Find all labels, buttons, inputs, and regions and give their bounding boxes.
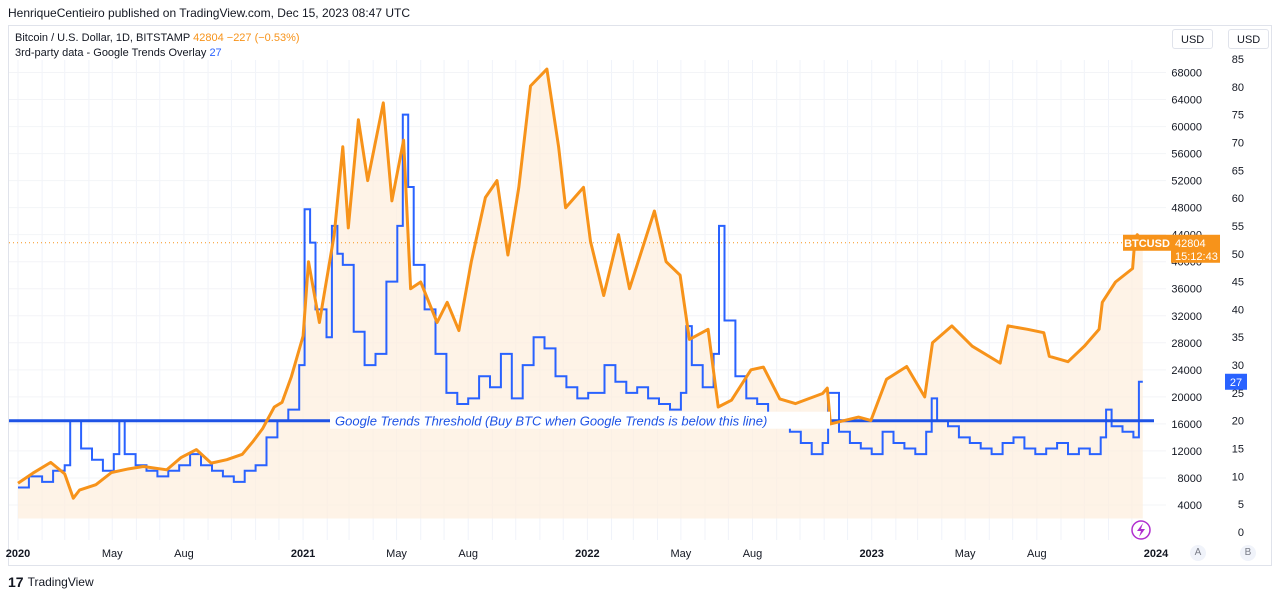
trends-tick-label: 35 xyxy=(1232,332,1244,344)
trends-tag-bg xyxy=(1225,373,1247,390)
price-tick-label: 52000 xyxy=(1171,176,1202,188)
price-tick-label: 28000 xyxy=(1171,338,1202,350)
legend-overlay-value: 27 xyxy=(209,47,222,59)
legend-main-series[interactable]: Bitcoin / U.S. Dollar, 1D, BITSTAMP 4280… xyxy=(15,31,300,46)
trends-tick-label: 60 xyxy=(1232,193,1244,205)
price-tag-price: 42804 xyxy=(1175,238,1206,250)
price-tick-label: 20000 xyxy=(1171,392,1202,404)
x-tick-label: Aug xyxy=(743,548,763,560)
price-tick-label: 64000 xyxy=(1171,95,1202,107)
auto-scale-button[interactable]: A xyxy=(1190,545,1206,561)
price-tick-label: 32000 xyxy=(1171,311,1202,323)
threshold-annotation: Google Trends Threshold (Buy BTC when Go… xyxy=(335,414,767,429)
trends-tick-label: 75 xyxy=(1232,110,1244,122)
trends-tick-label: 15 xyxy=(1232,444,1244,456)
price-tag-value-bg xyxy=(1171,234,1220,263)
legend-change: −227 (−0.53%) xyxy=(226,32,300,44)
legend-overlay-series[interactable]: 3rd-party data - Google Trends Overlay 2… xyxy=(15,46,300,61)
trends-tick-label: 65 xyxy=(1232,165,1244,177)
google-trends-line xyxy=(18,113,1143,489)
price-tick-label: 16000 xyxy=(1171,419,1202,431)
trends-tick-label: 5 xyxy=(1238,499,1244,511)
btc-price-line xyxy=(17,67,1145,500)
btc-price-tag: BTCUSD 42804 15:12:43 xyxy=(1123,234,1220,263)
price-tag-symbol-bg xyxy=(1123,234,1171,251)
trends-tick-label: 50 xyxy=(1232,249,1244,261)
price-tick-label: 36000 xyxy=(1171,284,1202,296)
footer-brand[interactable]: 17 TradingView xyxy=(8,574,94,590)
trends-tick-label: 55 xyxy=(1232,221,1244,233)
tradingview-logo-icon: 17 xyxy=(8,574,24,590)
x-tick-label: May xyxy=(102,548,123,560)
trends-value-tag: 27 xyxy=(1225,373,1247,390)
chart-legend: Bitcoin / U.S. Dollar, 1D, BITSTAMP 4280… xyxy=(15,31,300,61)
price-tick-label: 48000 xyxy=(1171,203,1202,215)
published-header: HenriqueCentieiro published on TradingVi… xyxy=(8,6,411,20)
x-tick-label: 2024 xyxy=(1144,548,1169,560)
legend-symbol: Bitcoin / U.S. Dollar, 1D, BITSTAMP xyxy=(15,32,191,44)
legend-price: 42804 xyxy=(193,32,224,44)
trends-tick-label: 0 xyxy=(1238,527,1244,539)
chart-frame[interactable] xyxy=(8,25,1272,566)
price-tick-label: 12000 xyxy=(1171,446,1202,458)
x-tick-label: May xyxy=(670,548,691,560)
currency-unit-button-right[interactable]: USD xyxy=(1228,29,1270,49)
price-tag-symbol: BTCUSD xyxy=(1124,238,1170,250)
currency-unit-button-left[interactable]: USD xyxy=(1172,29,1214,49)
trends-tick-label: 45 xyxy=(1232,277,1244,289)
price-tick-label: 8000 xyxy=(1178,473,1202,485)
x-tick-label: 2021 xyxy=(291,548,315,560)
x-tick-label: 2023 xyxy=(859,548,883,560)
price-tick-label: 24000 xyxy=(1171,365,1202,377)
price-tick-label: 4000 xyxy=(1178,500,1202,512)
trends-tick-label: 80 xyxy=(1232,82,1244,94)
trends-tick-label: 20 xyxy=(1232,416,1244,428)
x-tick-label: 2020 xyxy=(6,548,30,560)
log-scale-button[interactable]: B xyxy=(1240,545,1256,561)
trends-tick-label: 10 xyxy=(1232,471,1244,483)
trends-tick-label: 40 xyxy=(1232,304,1244,316)
x-tick-label: Aug xyxy=(458,548,478,560)
trends-tick-label: 70 xyxy=(1232,137,1244,149)
x-tick-label: May xyxy=(386,548,407,560)
lightning-icon[interactable] xyxy=(1131,520,1151,540)
price-tick-label: 56000 xyxy=(1171,149,1202,161)
price-tag-countdown: 15:12:43 xyxy=(1175,251,1218,263)
trends-tag-value: 27 xyxy=(1230,377,1242,389)
legend-overlay-name: 3rd-party data - Google Trends Overlay xyxy=(15,47,207,59)
x-tick-label: May xyxy=(955,548,976,560)
x-tick-label: Aug xyxy=(174,548,194,560)
trends-tick-label: 30 xyxy=(1232,360,1244,372)
price-tick-label: 60000 xyxy=(1171,122,1202,134)
trends-tick-label: 25 xyxy=(1232,388,1244,400)
trends-tick-label: 85 xyxy=(1232,54,1244,66)
x-tick-label: Aug xyxy=(1027,548,1047,560)
annotation-bg xyxy=(330,411,830,429)
x-tick-label: 2022 xyxy=(575,548,599,560)
price-tick-label: 68000 xyxy=(1171,68,1202,80)
footer-brand-name: TradingView xyxy=(27,575,94,589)
